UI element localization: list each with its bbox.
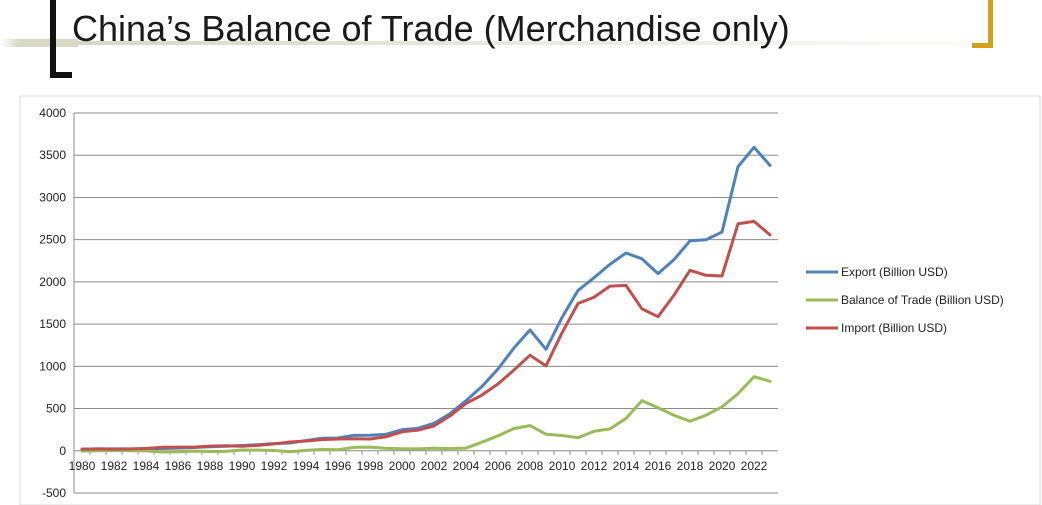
x-tick-label: 2022 (741, 459, 768, 473)
x-tick-label: 1984 (133, 459, 160, 473)
x-tick-label: 2016 (645, 459, 672, 473)
bracket-left-decoration (50, 0, 56, 78)
bracket-left-foot-decoration (50, 72, 72, 78)
legend-label: Balance of Trade (Billion USD) (841, 293, 1004, 307)
x-axis: 1980 1982 1984 1986 1988 1990 1992 1994 1996 1998… (69, 450, 768, 473)
y-axis: 4000 3500 3000 2500 2000 1500 1000 500 0 -500 (39, 106, 75, 500)
x-tick-label: 1980 (69, 459, 96, 473)
slide-title: China’s Balance of Trade (Merchandise on… (72, 8, 790, 49)
y-tick-label: 1500 (39, 317, 66, 331)
title-underline-left (0, 39, 78, 47)
y-tick-label: 3000 (39, 190, 66, 204)
chart-area-border (19, 95, 1041, 505)
legend-label: Export (Billion USD) (841, 265, 948, 279)
x-tick-label: 2004 (453, 459, 480, 473)
series-lines (80, 145, 772, 454)
x-tick-label: 2006 (485, 459, 512, 473)
x-tick-label: 2008 (517, 459, 544, 473)
x-tick-label: 2000 (389, 459, 416, 473)
legend-label: Import (Billion USD) (841, 321, 947, 335)
y-tick-label: 2000 (39, 275, 66, 289)
x-tick-label: 1996 (325, 459, 352, 473)
y-tick-label: 0 (59, 444, 66, 458)
legend: Export (Billion USD) Balance of Trade (Bi… (806, 265, 1004, 335)
x-tick-label: 2010 (549, 459, 576, 473)
x-tick-label: 2002 (421, 459, 448, 473)
x-tick-label: 1988 (197, 459, 224, 473)
y-tick-label: 1000 (39, 359, 66, 373)
series-line-import-billion-usd (80, 219, 772, 451)
y-tick-label: 500 (46, 402, 66, 416)
x-tick-label: 2012 (581, 459, 608, 473)
series-line-balance-of-trade-billion-usd (80, 375, 772, 454)
x-tick-label: 1982 (101, 459, 128, 473)
x-tick-label: 1990 (229, 459, 256, 473)
x-tick-label: 1986 (165, 459, 192, 473)
x-tick-label: 1992 (261, 459, 288, 473)
y-tick-label: -500 (42, 486, 66, 500)
x-tick-label: 1994 (293, 459, 320, 473)
y-tick-label: 2500 (39, 233, 66, 247)
y-tick-label: 3500 (39, 148, 66, 162)
bracket-right-decoration (988, 0, 993, 48)
x-tick-label: 2018 (677, 459, 704, 473)
series-line-export-billion-usd (80, 145, 772, 451)
gridlines (74, 112, 778, 494)
x-tick-label: 2020 (709, 459, 736, 473)
title-underline (78, 41, 978, 45)
x-tick-label: 2014 (613, 459, 640, 473)
bracket-right-foot-decoration (972, 43, 993, 48)
x-tick-label: 1998 (357, 459, 384, 473)
y-tick-label: 4000 (39, 106, 66, 120)
